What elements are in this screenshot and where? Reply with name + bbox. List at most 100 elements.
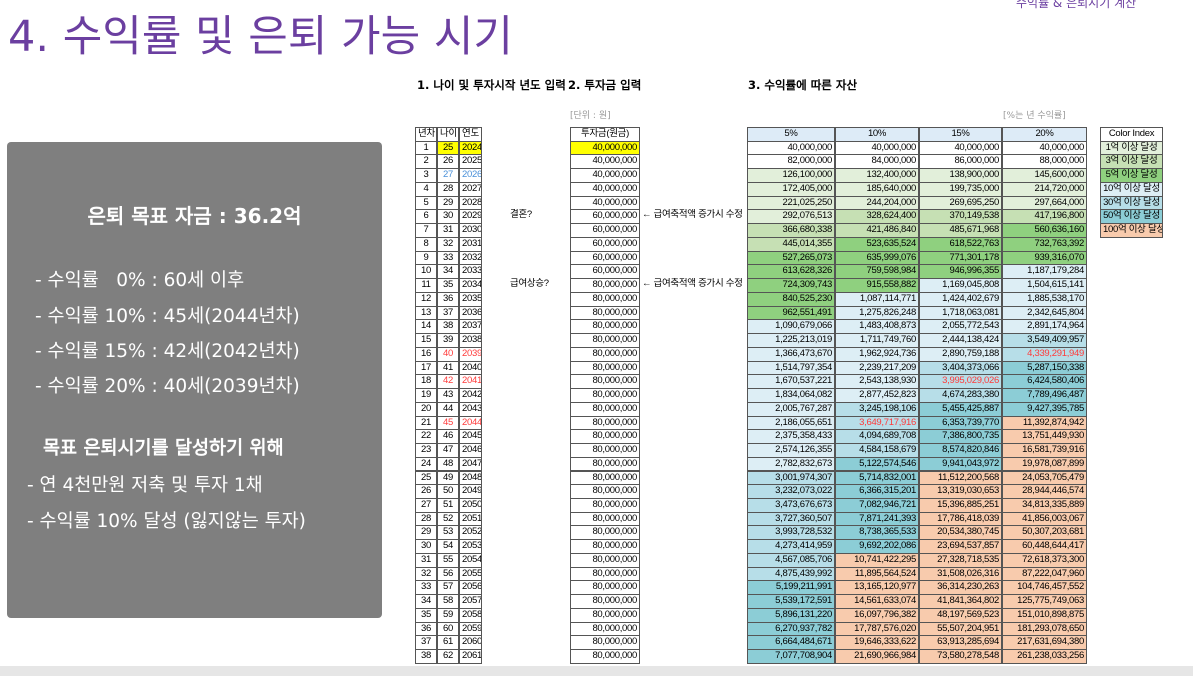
sheet-cell: 2036 bbox=[459, 305, 482, 321]
sheet-cell: 32 bbox=[415, 566, 437, 582]
sheet-cell: 87,222,047,960 bbox=[1002, 566, 1087, 582]
sheet-cell: 2042 bbox=[459, 388, 482, 403]
sheet-cell: 9,427,395,785 bbox=[1002, 401, 1087, 417]
sheet-cell: 7,789,496,487 bbox=[1002, 388, 1087, 403]
sheet-cell: 328,624,400 bbox=[835, 209, 919, 225]
sheet-cell: 6,366,315,201 bbox=[835, 484, 919, 499]
sheet-cell: 2,543,138,930 bbox=[835, 374, 919, 390]
sheet-cell: 5,896,131,220 bbox=[747, 607, 835, 623]
sheet-cell: 3,001,974,307 bbox=[747, 470, 835, 486]
sheet-cell: 52 bbox=[437, 511, 459, 527]
sheet-cell: 14 bbox=[415, 319, 437, 335]
sheet-cell: 63,913,285,694 bbox=[919, 635, 1002, 651]
sheet-cell: 60,000,000 bbox=[570, 209, 640, 225]
sheet-cell: 32 bbox=[437, 236, 459, 252]
sheet-cell: 1,424,402,679 bbox=[919, 291, 1002, 307]
sheet-cell: 2,375,358,433 bbox=[747, 429, 835, 444]
sheet-cell: 138,900,000 bbox=[919, 168, 1002, 183]
column-header: 20% bbox=[1002, 127, 1087, 142]
sheet-cell: 132,400,000 bbox=[835, 168, 919, 183]
sheet-cell: 39 bbox=[437, 333, 459, 348]
sheet-cell: 23 bbox=[415, 443, 437, 458]
sheet-cell: 80,000,000 bbox=[570, 305, 640, 321]
sheet-cell: 261,238,033,256 bbox=[1002, 649, 1087, 664]
sheet-cell: 1 bbox=[415, 140, 437, 156]
sheet-cell: 51 bbox=[437, 497, 459, 513]
sheet-cell: 1,187,179,284 bbox=[1002, 264, 1087, 280]
sheet-cell: 58 bbox=[437, 594, 459, 609]
sheet-cell: 1,834,064,082 bbox=[747, 388, 835, 403]
sheet-cell: 17,786,418,039 bbox=[919, 511, 1002, 527]
sheet-cell: 2,444,138,424 bbox=[919, 333, 1002, 348]
sheet-cell: 2054 bbox=[459, 552, 482, 568]
sheet-cell: 31 bbox=[437, 223, 459, 238]
sheet-cell: 62 bbox=[437, 649, 459, 664]
sheet-cell: 8,574,820,846 bbox=[919, 443, 1002, 458]
sheet-cell: 3,649,717,916 bbox=[835, 415, 919, 431]
sheet-cell: 35 bbox=[437, 278, 459, 293]
sheet-cell: 80,000,000 bbox=[570, 552, 640, 568]
sheet-cell: 36,314,230,263 bbox=[919, 580, 1002, 596]
sheet-cell: 48,197,569,523 bbox=[919, 607, 1002, 623]
sheet-cell: 80,000,000 bbox=[570, 525, 640, 541]
sheet-cell: 34,813,335,889 bbox=[1002, 497, 1087, 513]
sheet-cell: 19,978,087,899 bbox=[1002, 456, 1087, 472]
sheet-cell: 55,507,204,951 bbox=[919, 621, 1002, 637]
sheet-cell: 41,841,364,802 bbox=[919, 594, 1002, 609]
sheet-cell: 370,149,538 bbox=[919, 209, 1002, 225]
sheet-cell: 21 bbox=[415, 415, 437, 431]
sheet-cell: 9,692,202,086 bbox=[835, 539, 919, 554]
color-index-item: 1억 이상 달성 bbox=[1100, 140, 1163, 156]
sheet-cell: 2027 bbox=[459, 181, 482, 197]
sheet-cell: 60,000,000 bbox=[570, 264, 640, 280]
sheet-cell: 2058 bbox=[459, 607, 482, 623]
sheet-cell: 1,514,797,354 bbox=[747, 360, 835, 376]
sheet-cell: 3,404,373,066 bbox=[919, 360, 1002, 376]
sheet-cell: 13 bbox=[415, 305, 437, 321]
sheet-cell: 2041 bbox=[459, 374, 482, 390]
scrollbar bbox=[0, 666, 1193, 676]
sheet-cell: 946,996,355 bbox=[919, 264, 1002, 280]
sheet-cell: 61 bbox=[437, 635, 459, 651]
sheet-cell: 88,000,000 bbox=[1002, 154, 1087, 170]
sheet-cell: 214,720,000 bbox=[1002, 181, 1087, 197]
sheet-cell: 6,424,580,406 bbox=[1002, 374, 1087, 390]
sheet-cell: 2051 bbox=[459, 511, 482, 527]
sheet-cell: 19,646,333,622 bbox=[835, 635, 919, 651]
sheet-cell: 2,890,759,188 bbox=[919, 346, 1002, 362]
color-index-item: 10억 이상 달성 bbox=[1100, 181, 1163, 197]
sheet-cell: 618,522,763 bbox=[919, 236, 1002, 252]
sheet-cell: 22 bbox=[415, 429, 437, 444]
sheet-cell: 2037 bbox=[459, 319, 482, 335]
sheet-cell: 10 bbox=[415, 264, 437, 280]
sheet-cell: 7,082,946,721 bbox=[835, 497, 919, 513]
sheet-cell: 2,342,645,804 bbox=[1002, 305, 1087, 321]
sheet-cell: 1,090,679,066 bbox=[747, 319, 835, 335]
sheet-cell: 2026 bbox=[459, 168, 482, 183]
sheet-cell: 16 bbox=[415, 346, 437, 362]
sheet-cell: 3,245,198,106 bbox=[835, 401, 919, 417]
sheet-cell: 417,196,800 bbox=[1002, 209, 1087, 225]
sheet-cell: 43 bbox=[437, 388, 459, 403]
sheet-cell: 126,100,000 bbox=[747, 168, 835, 183]
sheet-cell: 4,674,283,380 bbox=[919, 388, 1002, 403]
sheet-cell: 2024 bbox=[459, 140, 482, 156]
sheet-cell: 2032 bbox=[459, 250, 482, 266]
sheet-cell: 840,525,230 bbox=[747, 291, 835, 307]
sheet-cell: 80,000,000 bbox=[570, 566, 640, 582]
sheet-cell: 2,891,174,964 bbox=[1002, 319, 1087, 335]
sheet-cell: 4 bbox=[415, 181, 437, 197]
sheet-cell: 145,600,000 bbox=[1002, 168, 1087, 183]
sheet-cell: 31,508,026,316 bbox=[919, 566, 1002, 582]
plan-title: 목표 은퇴시기를 달성하기 위해 bbox=[43, 438, 284, 459]
sheet-cell: 4,875,439,992 bbox=[747, 566, 835, 582]
sheet-cell: 527,265,073 bbox=[747, 250, 835, 266]
sheet-cell: 2035 bbox=[459, 291, 482, 307]
sheet-cell: 1,169,045,808 bbox=[919, 278, 1002, 293]
color-index-item: 100억 이상 달성 bbox=[1100, 223, 1163, 238]
summary-line: - 수익률 15% : 42세(2042년차) bbox=[35, 341, 300, 362]
sheet-cell: 80,000,000 bbox=[570, 635, 640, 651]
sheet-cell: 1,366,473,670 bbox=[747, 346, 835, 362]
sheet-cell: 9,941,043,972 bbox=[919, 456, 1002, 472]
sheet-cell: 20,534,380,745 bbox=[919, 525, 1002, 541]
